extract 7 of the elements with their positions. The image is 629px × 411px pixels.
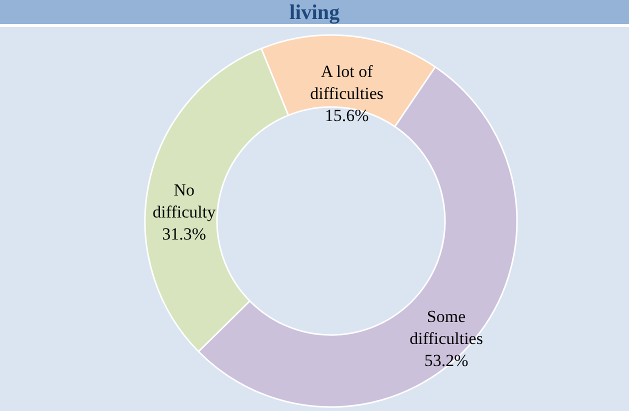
chart-title: living xyxy=(289,0,340,24)
slice-label: No difficulty xyxy=(152,180,216,222)
data-label: 53.2% xyxy=(424,350,468,370)
slice-label: Some difficulties xyxy=(410,306,483,348)
data-label: 31.3% xyxy=(162,224,206,244)
slice-label: A lot of difficulties xyxy=(310,62,384,103)
data-label: 15.6% xyxy=(324,106,369,125)
